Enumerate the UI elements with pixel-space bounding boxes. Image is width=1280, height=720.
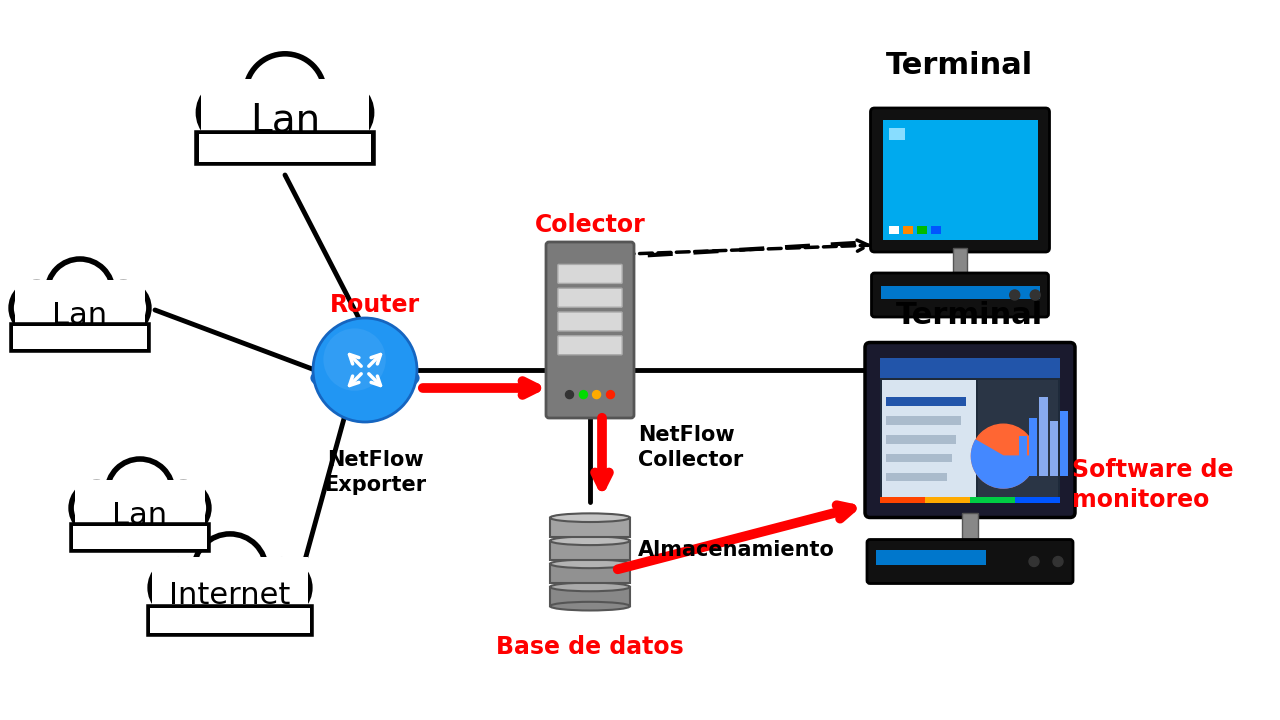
Text: Almacenamiento: Almacenamiento bbox=[637, 540, 835, 560]
Circle shape bbox=[1010, 290, 1020, 300]
FancyBboxPatch shape bbox=[558, 264, 622, 284]
Bar bbox=[881, 497, 925, 503]
Bar bbox=[886, 397, 965, 406]
Circle shape bbox=[324, 328, 385, 391]
Ellipse shape bbox=[550, 559, 630, 568]
Circle shape bbox=[566, 390, 573, 399]
Ellipse shape bbox=[193, 534, 266, 606]
Ellipse shape bbox=[253, 559, 310, 616]
Bar bbox=[152, 557, 307, 621]
Ellipse shape bbox=[550, 602, 630, 611]
Bar bbox=[876, 550, 986, 565]
Bar bbox=[550, 541, 630, 560]
Bar bbox=[72, 525, 209, 550]
Bar bbox=[886, 454, 951, 462]
FancyBboxPatch shape bbox=[867, 539, 1073, 583]
Bar bbox=[882, 120, 1038, 240]
Bar bbox=[881, 286, 1039, 299]
Bar bbox=[978, 380, 1059, 499]
FancyBboxPatch shape bbox=[558, 336, 622, 355]
Ellipse shape bbox=[550, 513, 630, 522]
FancyBboxPatch shape bbox=[872, 273, 1048, 317]
Ellipse shape bbox=[157, 482, 209, 534]
Text: Terminal: Terminal bbox=[886, 50, 1034, 79]
Bar bbox=[881, 358, 1060, 503]
Text: Internet: Internet bbox=[169, 581, 291, 610]
Circle shape bbox=[593, 390, 600, 399]
Text: Colector: Colector bbox=[535, 213, 645, 237]
Bar bbox=[550, 587, 630, 606]
FancyBboxPatch shape bbox=[870, 108, 1050, 252]
Ellipse shape bbox=[72, 482, 122, 534]
Bar bbox=[73, 526, 206, 549]
Bar bbox=[550, 564, 630, 583]
Text: Base de datos: Base de datos bbox=[497, 635, 684, 659]
Circle shape bbox=[972, 424, 1036, 488]
Bar bbox=[902, 226, 913, 234]
Bar bbox=[198, 134, 371, 162]
Bar bbox=[925, 497, 970, 503]
Bar bbox=[1050, 421, 1057, 477]
Bar bbox=[886, 435, 956, 444]
Bar bbox=[882, 380, 975, 499]
Bar bbox=[886, 472, 947, 481]
Bar bbox=[881, 358, 1060, 378]
Text: Software de
monitoreo: Software de monitoreo bbox=[1073, 458, 1234, 512]
Bar bbox=[12, 325, 148, 350]
Bar bbox=[1029, 418, 1038, 477]
Bar bbox=[888, 128, 905, 140]
Circle shape bbox=[1030, 290, 1041, 300]
Bar bbox=[963, 513, 978, 542]
Circle shape bbox=[1053, 557, 1062, 567]
Bar bbox=[201, 79, 369, 148]
Bar bbox=[1015, 497, 1060, 503]
Ellipse shape bbox=[198, 82, 260, 143]
Ellipse shape bbox=[310, 361, 420, 395]
Bar bbox=[970, 497, 1015, 503]
Text: Lan: Lan bbox=[113, 500, 168, 529]
Text: NetFlow
Collector: NetFlow Collector bbox=[637, 425, 744, 470]
Bar bbox=[931, 226, 941, 234]
Bar bbox=[550, 518, 630, 537]
Bar bbox=[954, 248, 966, 276]
Bar bbox=[888, 226, 899, 234]
Bar bbox=[76, 480, 205, 538]
Ellipse shape bbox=[47, 259, 113, 325]
Bar bbox=[151, 608, 310, 633]
Bar bbox=[886, 416, 961, 425]
Text: Terminal: Terminal bbox=[896, 300, 1043, 330]
Bar bbox=[13, 326, 147, 349]
Bar bbox=[1039, 397, 1047, 477]
Circle shape bbox=[607, 390, 614, 399]
Bar bbox=[1060, 411, 1068, 477]
Ellipse shape bbox=[97, 282, 148, 333]
Bar bbox=[148, 606, 311, 634]
Ellipse shape bbox=[550, 536, 630, 545]
Ellipse shape bbox=[246, 54, 325, 133]
Circle shape bbox=[314, 318, 417, 422]
Ellipse shape bbox=[550, 582, 630, 591]
Text: Router: Router bbox=[330, 293, 420, 317]
Ellipse shape bbox=[310, 82, 371, 143]
FancyBboxPatch shape bbox=[558, 312, 622, 331]
Ellipse shape bbox=[108, 459, 173, 525]
Circle shape bbox=[1029, 557, 1039, 567]
Bar bbox=[916, 226, 927, 234]
Bar bbox=[197, 133, 372, 163]
FancyBboxPatch shape bbox=[558, 288, 622, 307]
Text: NetFlow
Exporter: NetFlow Exporter bbox=[324, 450, 426, 495]
FancyBboxPatch shape bbox=[547, 242, 634, 418]
Ellipse shape bbox=[150, 559, 206, 616]
Text: Lan: Lan bbox=[250, 102, 320, 140]
Ellipse shape bbox=[12, 282, 63, 333]
Bar bbox=[15, 280, 145, 338]
Text: Lan: Lan bbox=[52, 300, 108, 330]
FancyBboxPatch shape bbox=[865, 343, 1075, 518]
Wedge shape bbox=[972, 440, 1036, 488]
Circle shape bbox=[580, 390, 588, 399]
Bar bbox=[1019, 436, 1028, 477]
